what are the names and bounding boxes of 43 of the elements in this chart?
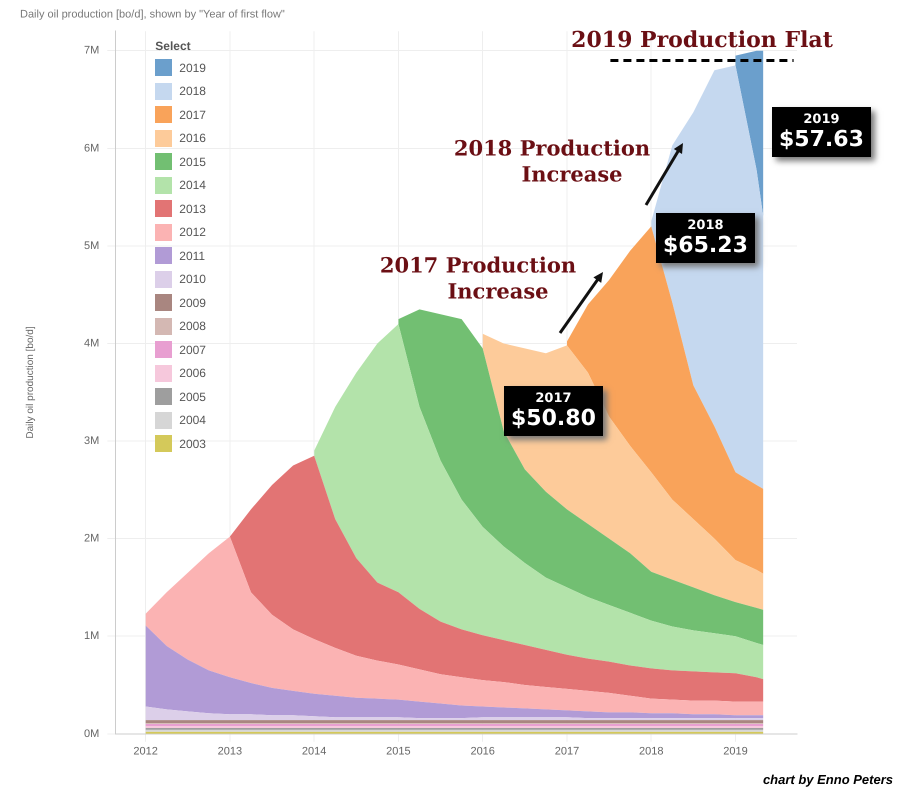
y-tick-label: 2M: [84, 532, 100, 545]
y-tick-label: 1M: [84, 630, 100, 642]
legend-label: 2007: [179, 342, 206, 357]
annotation: 2017 $50.80: [511, 391, 596, 431]
annotation: 2019 $57.63: [779, 112, 864, 152]
legend-label: 2013: [179, 202, 206, 216]
annotation: 2018 $65.23: [663, 218, 748, 258]
legend-label: 2015: [179, 154, 206, 169]
legend-label: 2019: [179, 60, 206, 75]
annotation: 2018 Production Increase: [454, 135, 650, 186]
legend-label: 2017: [179, 108, 206, 122]
legend-label: 2011: [179, 248, 206, 263]
x-tick-label: 2013: [218, 745, 242, 758]
x-tick-label: 2016: [470, 745, 495, 758]
x-tick-label: 2015: [386, 745, 411, 758]
legend-label: 2009: [179, 296, 206, 310]
x-tick-label: 2017: [554, 745, 580, 758]
legend-title: Select: [155, 39, 192, 54]
legend-label: 2012: [179, 225, 206, 240]
legend-label: 2014: [179, 178, 206, 192]
y-tick-label: 4M: [84, 338, 100, 350]
text: chart by Enno Peters: [762, 772, 893, 787]
legend-label: 2010: [179, 272, 206, 286]
y-axis-title: Daily oil production [bo/d]: [24, 326, 36, 439]
x-tick-label: 2012: [133, 745, 158, 758]
ref-line-label: 2019 Production Flat: [571, 27, 834, 54]
y-tick-label: 0M: [84, 728, 100, 740]
y-tick-label: 6M: [84, 142, 100, 154]
y-tick-label: 3M: [84, 435, 100, 448]
y-tick-label: 5M: [84, 240, 100, 252]
legend-label: 2016: [179, 131, 206, 146]
x-tick-label: 2019: [723, 745, 748, 758]
annotation: 2017 Production Increase: [380, 252, 576, 304]
x-tick-label: 2018: [638, 745, 664, 758]
legend-label: 2018: [179, 84, 206, 98]
legend-label: 2005: [179, 390, 206, 404]
x-tick-label: 2014: [302, 745, 326, 758]
legend-label: 2008: [179, 319, 206, 334]
legend-label: 2006: [179, 366, 206, 380]
y-tick-label: 7M: [84, 44, 100, 57]
chart-title: Daily oil production [bo/d], shown by "Year of first flow": [20, 8, 285, 21]
legend-label: 2004: [179, 413, 206, 428]
legend-label: 2003: [179, 436, 206, 451]
